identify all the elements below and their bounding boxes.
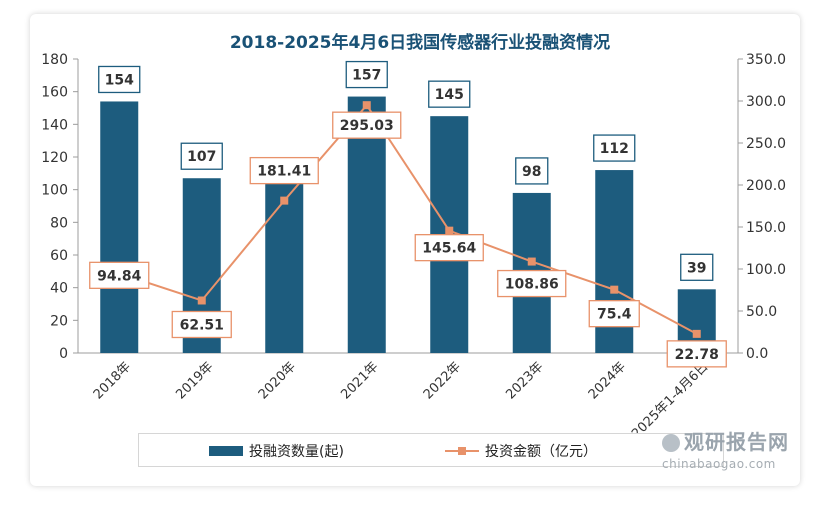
x-tick-label: 2018年: [91, 359, 134, 402]
svg-text:145: 145: [435, 87, 464, 103]
line-value-label: 94.84: [89, 261, 150, 289]
watermark-logo-icon: [662, 434, 680, 452]
y-left-tick-label: 140: [41, 117, 68, 133]
bar-value-label: 145: [428, 80, 471, 108]
x-tick-label: 2021年: [338, 359, 381, 402]
line-value-label: 295.03: [332, 111, 402, 139]
y-right-tick-label: 50.0: [746, 304, 777, 320]
legend-label-line: 投资金额（亿元）: [485, 444, 597, 460]
svg-text:22.78: 22.78: [675, 347, 719, 363]
svg-text:107: 107: [187, 149, 216, 165]
bar-value-label: 112: [593, 134, 636, 162]
legend-item-line: 投资金额（亿元）: [445, 441, 597, 461]
y-right-tick-label: 0.0: [746, 346, 768, 362]
line-marker: [362, 101, 371, 110]
y-right-tick-label: 250.0: [746, 136, 786, 152]
bar-value-label: 157: [345, 60, 388, 89]
svg-text:39: 39: [687, 260, 706, 276]
y-right-tick-label: 100.0: [746, 262, 786, 278]
y-left-tick-label: 180: [41, 52, 68, 68]
y-left-tick-label: 80: [50, 215, 68, 231]
svg-text:157: 157: [352, 68, 381, 84]
legend: 投融资数量(起) 投资金额（亿元）: [138, 433, 724, 467]
bar: [347, 96, 386, 354]
line-value-label: 22.78: [666, 340, 727, 368]
line-marker: [445, 226, 454, 235]
y-right-tick-label: 350.0: [746, 52, 786, 68]
bar-value-label: 154: [98, 65, 141, 94]
y-left-tick-label: 100: [41, 183, 68, 199]
y-left-tick-label: 120: [41, 150, 68, 166]
svg-text:181.41: 181.41: [257, 164, 311, 180]
watermark-sub: chinabaogao.com: [662, 457, 776, 471]
watermark-main: 观研报告网: [684, 430, 789, 454]
line-value-label: 108.86: [497, 269, 567, 298]
svg-text:112: 112: [600, 141, 629, 157]
legend-swatch-bar: [209, 446, 243, 456]
y-left-tick-label: 160: [41, 85, 68, 101]
line-value-label: 75.4: [588, 300, 640, 328]
svg-text:108.86: 108.86: [505, 277, 559, 293]
line-value-label: 145.64: [414, 234, 484, 262]
y-left-tick-label: 20: [50, 313, 68, 329]
legend-label-bar: 投融资数量(起): [249, 444, 344, 460]
line-path: [118, 103, 698, 335]
x-tick-label: 2024年: [586, 359, 629, 402]
svg-text:94.84: 94.84: [97, 268, 142, 284]
line-marker: [692, 329, 701, 338]
svg-text:62.51: 62.51: [180, 317, 224, 333]
axes: 0 20 40 60 80 100 120 140 160 180 0.0 50.0 100.0 150.…: [41, 52, 786, 442]
y-left-tick-label: 0: [59, 346, 68, 362]
chart-title: 2018-2025年4月6日我国传感器行业投融资情况: [230, 32, 610, 53]
x-tick-label: 2023年: [503, 359, 546, 402]
legend-swatch-line: [445, 446, 479, 456]
y-left-tick-label: 40: [50, 281, 68, 297]
line-marker: [610, 285, 619, 294]
x-tick-label: 2020年: [256, 359, 299, 402]
line-marker: [197, 296, 206, 305]
svg-text:75.4: 75.4: [597, 307, 632, 323]
bar: [265, 168, 304, 353]
bar-value-label: 98: [515, 157, 549, 185]
watermark: 观研报告网 chinabaogao.com: [662, 426, 812, 471]
line-value-label: 181.41: [249, 156, 319, 185]
svg-text:295.03: 295.03: [340, 118, 394, 134]
legend-item-bar: 投融资数量(起): [209, 441, 344, 461]
x-tick-label: 2022年: [421, 359, 464, 402]
line-value-label: 62.51: [171, 310, 232, 339]
y-right-tick-label: 200.0: [746, 178, 786, 194]
bar-value-label: 107: [180, 142, 223, 170]
bar-value-label: 39: [680, 253, 714, 281]
y-right-tick-label: 150.0: [746, 220, 786, 236]
y-right-tick-label: 300.0: [746, 94, 786, 110]
line-marker: [280, 196, 289, 205]
svg-text:154: 154: [105, 72, 134, 88]
x-tick-label: 2019年: [173, 359, 216, 402]
svg-text:98: 98: [522, 164, 541, 180]
svg-text:145.64: 145.64: [422, 241, 476, 257]
bar: [100, 101, 139, 353]
y-left-tick-label: 60: [50, 248, 68, 264]
data-labels: 154 107 157 145 98 112 39 94.84 62.51 181.41 295.0…: [89, 60, 727, 368]
line-marker: [527, 257, 536, 266]
